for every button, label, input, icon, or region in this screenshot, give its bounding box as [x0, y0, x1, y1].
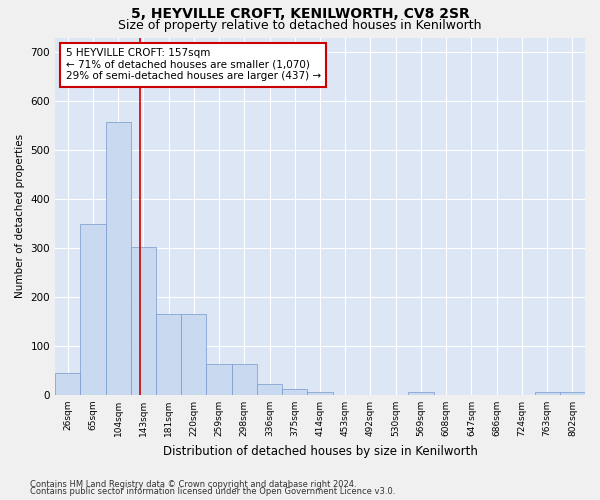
Bar	[307, 392, 332, 395]
Text: 5 HEYVILLE CROFT: 157sqm
← 71% of detached houses are smaller (1,070)
29% of sem: 5 HEYVILLE CROFT: 157sqm ← 71% of detach…	[65, 48, 321, 82]
Bar	[80, 224, 106, 395]
Bar	[181, 314, 206, 395]
Text: Contains HM Land Registry data © Crown copyright and database right 2024.: Contains HM Land Registry data © Crown c…	[30, 480, 356, 489]
Bar	[206, 364, 232, 395]
Bar	[106, 122, 131, 395]
Bar	[409, 392, 434, 395]
Y-axis label: Number of detached properties: Number of detached properties	[15, 134, 25, 298]
X-axis label: Distribution of detached houses by size in Kenilworth: Distribution of detached houses by size …	[163, 444, 478, 458]
Bar	[282, 389, 307, 395]
Bar	[232, 364, 257, 395]
Bar	[55, 373, 80, 395]
Text: Contains public sector information licensed under the Open Government Licence v3: Contains public sector information licen…	[30, 487, 395, 496]
Bar	[131, 246, 156, 395]
Bar	[535, 392, 560, 395]
Bar	[257, 384, 282, 395]
Text: 5, HEYVILLE CROFT, KENILWORTH, CV8 2SR: 5, HEYVILLE CROFT, KENILWORTH, CV8 2SR	[131, 8, 469, 22]
Text: Size of property relative to detached houses in Kenilworth: Size of property relative to detached ho…	[118, 18, 482, 32]
Bar	[560, 392, 585, 395]
Bar	[156, 314, 181, 395]
